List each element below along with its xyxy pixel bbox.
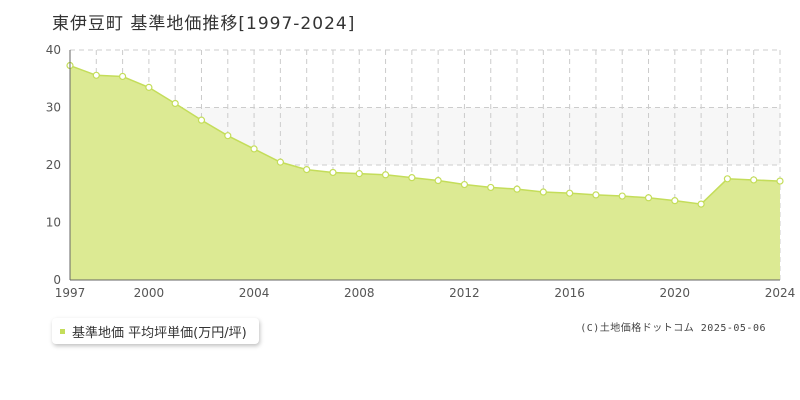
data-point [539,188,547,196]
data-point [566,189,574,197]
data-point [487,183,495,192]
y-tick-label: 10 [46,216,61,230]
data-point [224,132,232,140]
data-point [92,71,100,79]
legend: 基準地価 平均坪単価(万円/坪) [52,318,259,344]
data-point [644,194,653,202]
area-fill [70,65,780,281]
y-tick-label: 30 [46,101,61,115]
x-tick-label: 2016 [554,286,585,300]
data-point [513,185,521,193]
x-tick-label: 2008 [344,286,375,300]
chart-title: 東伊豆町 基準地価推移[1997-2024] [52,14,356,34]
data-point [197,116,206,124]
data-point [118,72,127,81]
data-point [250,145,258,153]
y-tick-label: 40 [46,43,61,57]
data-point [618,192,626,200]
data-point [276,158,284,166]
data-point [460,180,469,189]
credit-text: (C)土地価格ドットコム 2025-05-06 [580,323,766,334]
legend-label: 基準地価 平均坪単価(万円/坪) [72,325,247,341]
data-point [381,171,390,179]
data-point [434,176,442,185]
data-point [592,191,600,199]
data-point [750,176,758,184]
x-tick-label: 2012 [449,286,480,300]
y-tick-label: 0 [53,273,61,287]
y-tick-label: 20 [46,158,61,172]
data-point [355,170,363,178]
x-tick-label: 2020 [660,286,691,300]
data-point [776,177,784,185]
x-tick-label: 2024 [765,286,796,300]
data-point [408,174,416,182]
data-point [697,200,705,208]
data-point [329,168,337,177]
legend-swatch [60,328,65,334]
x-tick-label: 2004 [239,286,270,300]
data-point [171,99,179,108]
data-point [671,197,679,205]
data-point [145,83,153,91]
data-point [303,166,311,174]
series-line [69,64,781,205]
data-point [723,175,732,183]
x-tick-label: 2000 [134,286,165,300]
x-tick-label: 1997 [55,286,86,300]
